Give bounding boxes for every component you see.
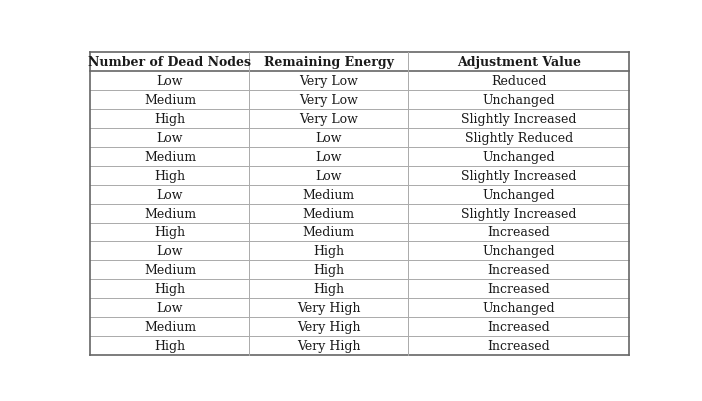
Text: Very High: Very High bbox=[297, 339, 361, 352]
Text: Medium: Medium bbox=[144, 93, 196, 107]
Text: Medium: Medium bbox=[144, 207, 196, 220]
Text: Low: Low bbox=[316, 169, 342, 182]
Text: High: High bbox=[154, 169, 185, 182]
Text: Very Low: Very Low bbox=[299, 112, 358, 126]
Text: Increased: Increased bbox=[487, 320, 550, 334]
Text: High: High bbox=[154, 226, 185, 239]
Text: Slightly Increased: Slightly Increased bbox=[461, 169, 576, 182]
Text: Medium: Medium bbox=[144, 264, 196, 277]
Text: High: High bbox=[313, 283, 345, 296]
Text: Very Low: Very Low bbox=[299, 75, 358, 87]
Text: Increased: Increased bbox=[487, 283, 550, 296]
Text: Low: Low bbox=[157, 132, 183, 144]
Text: Medium: Medium bbox=[303, 226, 355, 239]
Text: High: High bbox=[154, 339, 185, 352]
Text: Very High: Very High bbox=[297, 320, 361, 334]
Text: Very High: Very High bbox=[297, 302, 361, 314]
Text: Increased: Increased bbox=[487, 339, 550, 352]
Text: Unchanged: Unchanged bbox=[482, 93, 555, 107]
Text: Medium: Medium bbox=[144, 320, 196, 334]
Text: Unchanged: Unchanged bbox=[482, 150, 555, 163]
Text: Slightly Reduced: Slightly Reduced bbox=[465, 132, 573, 144]
Text: Slightly Increased: Slightly Increased bbox=[461, 112, 576, 126]
Text: Slightly Increased: Slightly Increased bbox=[461, 207, 576, 220]
Text: Low: Low bbox=[157, 188, 183, 201]
Text: Unchanged: Unchanged bbox=[482, 245, 555, 258]
Text: High: High bbox=[154, 283, 185, 296]
Text: Unchanged: Unchanged bbox=[482, 302, 555, 314]
Text: Remaining Energy: Remaining Energy bbox=[264, 56, 394, 69]
Text: Reduced: Reduced bbox=[491, 75, 546, 87]
Text: Increased: Increased bbox=[487, 264, 550, 277]
Text: Medium: Medium bbox=[144, 150, 196, 163]
Text: Low: Low bbox=[316, 150, 342, 163]
Text: High: High bbox=[313, 264, 345, 277]
Text: Number of Dead Nodes: Number of Dead Nodes bbox=[88, 56, 251, 69]
Text: Unchanged: Unchanged bbox=[482, 188, 555, 201]
Text: Low: Low bbox=[157, 245, 183, 258]
Text: Low: Low bbox=[157, 75, 183, 87]
Text: High: High bbox=[313, 245, 345, 258]
Text: Very Low: Very Low bbox=[299, 93, 358, 107]
Text: Low: Low bbox=[316, 132, 342, 144]
Text: Increased: Increased bbox=[487, 226, 550, 239]
Text: Low: Low bbox=[157, 302, 183, 314]
Text: Medium: Medium bbox=[303, 207, 355, 220]
Text: Medium: Medium bbox=[303, 188, 355, 201]
Text: Adjustment Value: Adjustment Value bbox=[457, 56, 581, 69]
Text: High: High bbox=[154, 112, 185, 126]
